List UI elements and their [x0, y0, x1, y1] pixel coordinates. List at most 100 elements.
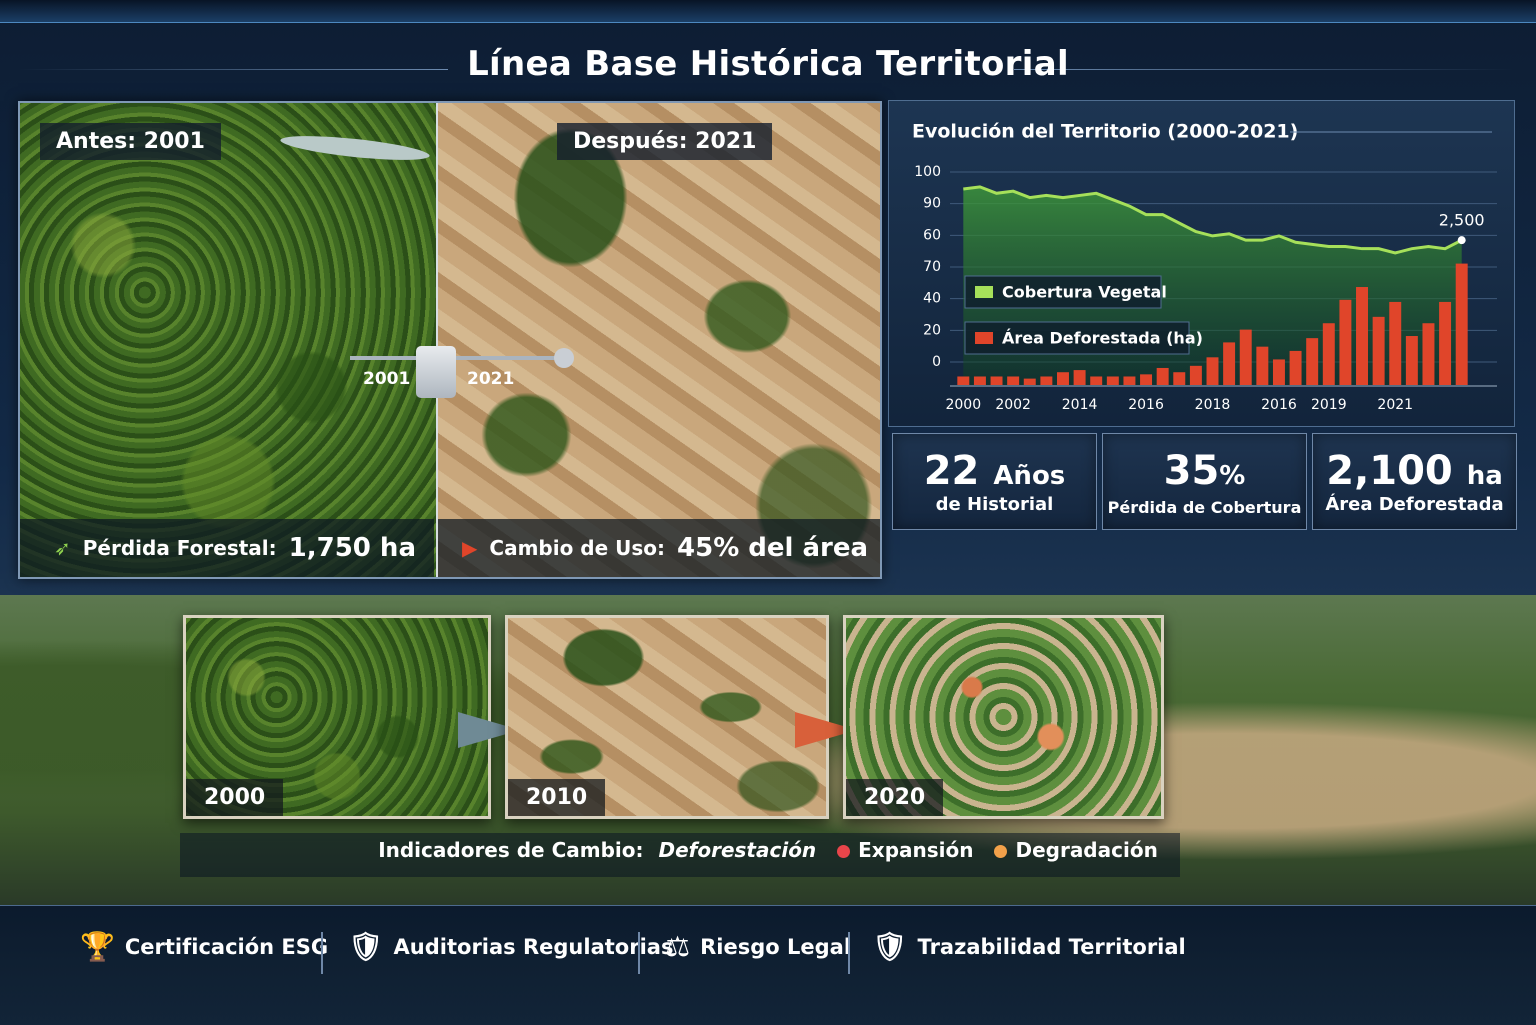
- end-point: [1457, 236, 1466, 245]
- bar: [1073, 370, 1086, 385]
- footer-label: Auditorias Regulatorias: [393, 934, 674, 959]
- separator: [638, 932, 640, 974]
- bar: [1422, 323, 1435, 385]
- footer-label: Riesgo Legal: [700, 934, 852, 959]
- map-tile: 2000: [183, 615, 491, 819]
- legend-swatch: [975, 332, 993, 344]
- y-tick-label: 90: [923, 196, 941, 212]
- indicator: Deforestación: [658, 838, 817, 862]
- page-title: Línea Base Histórica Territorial: [467, 44, 1069, 84]
- bar: [1106, 376, 1119, 385]
- legend-box: [964, 275, 1162, 309]
- indicator-bar: [180, 833, 1180, 877]
- kpi-card: 35% Pérdida de Cobertura: [1102, 433, 1307, 530]
- kpi-label: de Historial: [935, 494, 1054, 515]
- map-year: 2020: [846, 779, 944, 816]
- slider-handle[interactable]: [416, 346, 456, 398]
- bar: [1372, 316, 1385, 385]
- bar: [1223, 342, 1236, 385]
- comparison-panel: Antes: 2001 Después: 2021 2001 2021 ➶ Pé…: [18, 101, 882, 579]
- legend-swatch: [975, 286, 993, 298]
- x-tick-label: 2019: [1311, 397, 1347, 413]
- dot: [994, 845, 1008, 858]
- map-year: 2000: [186, 779, 284, 816]
- bar: [1123, 376, 1136, 385]
- bar: [1239, 329, 1252, 385]
- y-tick-label: 70: [923, 259, 941, 275]
- bar: [973, 376, 986, 385]
- indicator-title: Indicadores de Cambio:: [378, 838, 644, 862]
- kpi-value: 35: [1163, 448, 1220, 494]
- bar: [1057, 372, 1069, 385]
- slider-line: [436, 103, 438, 577]
- x-tick-label: 2021: [1377, 397, 1413, 413]
- stat-label: Pérdida Forestal:: [82, 536, 277, 560]
- legend-box: [964, 321, 1190, 355]
- bar: [990, 376, 1003, 385]
- footer-item[interactable]: 🛡 Auditorias Regulatorias: [348, 930, 673, 963]
- kpi-unit: ha: [1466, 461, 1503, 491]
- icon: 🛡: [348, 930, 384, 963]
- kpi-unit: %: [1219, 461, 1246, 491]
- x-tick-label: 2002: [995, 397, 1031, 413]
- legend-label: Cobertura Vegetal: [1002, 283, 1167, 302]
- indicator: Degradación: [1015, 838, 1158, 862]
- bar: [1272, 359, 1285, 385]
- divider: [18, 69, 448, 70]
- bar: [1206, 357, 1219, 385]
- footer: [0, 905, 1536, 1025]
- kpi-card: 22 Años de Historial: [892, 433, 1097, 530]
- bar: [1256, 346, 1269, 385]
- after-image: [438, 103, 880, 577]
- footer-item[interactable]: ⚖ Riesgo Legal: [665, 930, 851, 963]
- bar: [1140, 374, 1153, 385]
- y-tick-label: 100: [914, 164, 941, 180]
- stat-value: 1,750 ha: [288, 533, 416, 563]
- bar: [1007, 376, 1020, 385]
- chart: Evolución del Territorio (2000-2021) Cob…: [912, 121, 1497, 413]
- slider-start: 2001: [363, 369, 411, 389]
- kpi-label: Pérdida de Cobertura: [1107, 498, 1302, 517]
- bar: [1090, 376, 1103, 385]
- y-tick-label: 40: [923, 291, 941, 307]
- icon: ➶: [54, 536, 71, 560]
- icon: ⚖: [665, 930, 691, 963]
- slider-knob[interactable]: [554, 348, 574, 368]
- footer-item[interactable]: 🛡 Trazabilidad Territorial: [872, 930, 1186, 963]
- kpi-value: 22: [923, 448, 980, 494]
- x-tick-label: 2016: [1128, 397, 1164, 413]
- y-tick-label: 0: [932, 354, 941, 370]
- map-tile: 2020: [843, 615, 1164, 819]
- bar: [1405, 336, 1418, 385]
- slider-end: 2021: [467, 369, 515, 389]
- map-tile: 2010: [505, 615, 829, 819]
- line: [963, 185, 1463, 255]
- bar: [1173, 372, 1186, 385]
- kpi-label: Área Deforestada: [1325, 494, 1504, 515]
- slider-track: [350, 356, 565, 360]
- annotation: 2,500: [1439, 211, 1485, 230]
- y-tick-label: 60: [923, 227, 941, 243]
- bar: [1356, 287, 1368, 385]
- after-label: Después: 2021: [557, 123, 773, 160]
- stat-forest-loss: ➶ Pérdida Forestal: 1,750 ha: [20, 519, 434, 577]
- bar: [1339, 299, 1352, 385]
- dot: [837, 845, 851, 858]
- bar: [1023, 378, 1036, 385]
- bar: [1189, 365, 1202, 385]
- icon: ▶: [462, 536, 478, 560]
- x-tick-label: 2000: [945, 397, 981, 413]
- kpi-card: 2,100 ha Área Deforestada: [1312, 433, 1517, 530]
- stat-value: 45% del área: [677, 533, 869, 563]
- x-tick-label: 2018: [1195, 397, 1231, 413]
- indicator: Expansión: [858, 838, 974, 862]
- stat-label: Cambio de Uso:: [489, 536, 666, 560]
- icon: 🛡: [872, 930, 908, 963]
- x-tick-label: 2016: [1261, 397, 1297, 413]
- legend-label: Área Deforestada (ha): [1002, 329, 1203, 348]
- bar: [1389, 301, 1402, 385]
- indicators: Indicadores de Cambio: Deforestación Exp…: [0, 838, 1536, 862]
- footer-item[interactable]: 🏆 Certificación ESG: [80, 930, 328, 963]
- stat-land-use: ▶ Cambio de Uso: 45% del área: [438, 519, 880, 577]
- chart-title: Evolución del Territorio (2000-2021): [912, 121, 1298, 143]
